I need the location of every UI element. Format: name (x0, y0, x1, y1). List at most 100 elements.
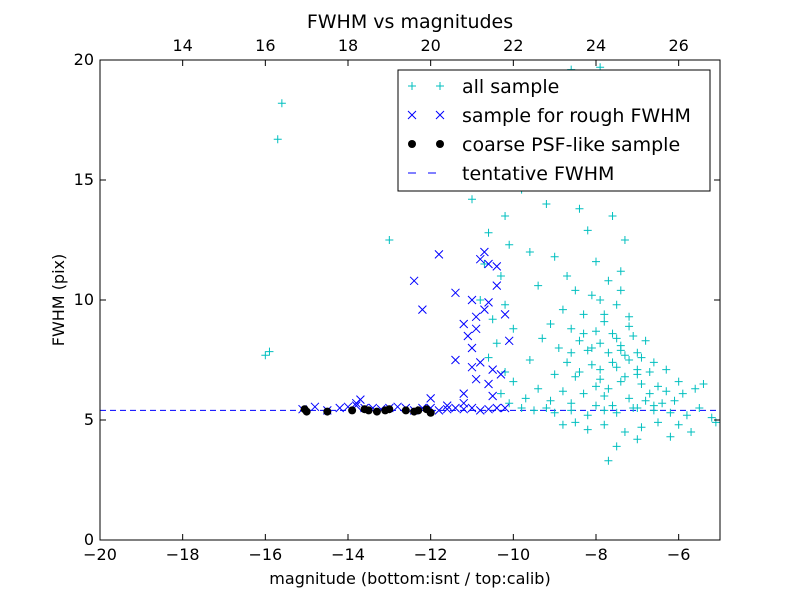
rough-sample-point (356, 395, 365, 404)
all-sample-point (592, 327, 600, 336)
all-sample-point (596, 296, 605, 304)
all-sample-point (604, 456, 613, 465)
all-sample-point (525, 356, 534, 364)
all-sample-point (542, 200, 551, 208)
all-sample-point (571, 286, 580, 295)
coarse-psf-point (372, 407, 381, 416)
all-sample-point (509, 377, 518, 386)
legend-entry-rough: sample for rough FWHM (407, 105, 691, 127)
all-sample-point (583, 226, 592, 235)
all-sample-point (625, 356, 634, 364)
rough-sample-point (459, 398, 469, 408)
all-sample-point (612, 300, 621, 309)
all-sample-point (604, 384, 613, 393)
all-sample-point (670, 396, 679, 405)
rough-sample-point (434, 250, 444, 259)
all-sample-point (662, 365, 671, 374)
all-sample-point (567, 348, 576, 357)
all-sample-point (501, 368, 510, 376)
all-sample-point (678, 389, 687, 398)
all-sample-point (563, 272, 572, 280)
all-sample-point (645, 389, 654, 398)
all-sample-point (550, 370, 559, 379)
rough-sample-point (393, 402, 402, 412)
all-sample-point (579, 310, 588, 319)
legend-label-all-sample: all sample (462, 76, 559, 98)
rough-sample-point (467, 295, 477, 305)
all-sample-point (534, 384, 543, 393)
all-sample-point (554, 344, 563, 352)
rough-sample-point (504, 336, 514, 346)
all-sample-point (587, 291, 596, 300)
all-sample-point (563, 358, 572, 367)
rough-sample-point (500, 310, 510, 319)
all-sample-point (695, 404, 704, 412)
all-sample-point (571, 418, 580, 427)
rough-sample-point (475, 358, 485, 367)
all-sample-point (501, 300, 510, 309)
all-sample-point (496, 272, 505, 280)
rough-sample-point (459, 319, 469, 329)
all-sample-point (575, 204, 584, 213)
all-sample-point (265, 347, 274, 356)
all-sample-point (546, 320, 555, 328)
chart-title: FWHM vs magnitudes (307, 11, 513, 33)
rough-sample-point (488, 391, 498, 401)
all-sample-point (596, 375, 605, 384)
all-sample-point (517, 404, 526, 412)
all-sample-point (616, 267, 625, 276)
legend-entry-fwhm: tentative FWHM (408, 163, 614, 185)
legend-sample-marker (436, 82, 444, 90)
coarse-psf-point (348, 406, 357, 415)
all-sample-point (608, 358, 617, 367)
all-sample-point (277, 99, 286, 108)
rough-sample-point (467, 403, 477, 413)
all-sample-point (649, 401, 658, 410)
all-sample-point (558, 387, 567, 396)
rough-sample-point (451, 403, 460, 413)
all-sample-point (550, 252, 559, 261)
all-sample-point (637, 423, 646, 432)
top-tick-label: 22 (503, 36, 523, 55)
all-sample-point (674, 377, 683, 386)
all-sample-point (658, 399, 667, 408)
legend-marker-circle (408, 140, 444, 148)
all-sample-point (509, 324, 518, 333)
all-sample-point (666, 432, 675, 441)
legend-sample-marker (407, 110, 417, 120)
rough-sample-point (480, 305, 489, 314)
y-tick-label: 0 (84, 530, 94, 549)
all-sample-point (604, 276, 613, 285)
all-sample-point (468, 195, 476, 204)
rough-sample-point (492, 262, 502, 271)
rough-sample-point (442, 404, 452, 414)
x-tick-label: −10 (496, 545, 530, 564)
coarse-psf-point (401, 406, 410, 415)
all-sample-point (480, 260, 489, 268)
all-sample-point (616, 286, 625, 295)
rough-sample-point (496, 370, 506, 379)
legend-label-rough: sample for rough FWHM (462, 105, 691, 127)
coarse-psf-point (426, 408, 435, 417)
legend-label-coarse: coarse PSF-like sample (462, 134, 680, 156)
all-sample-point (604, 348, 613, 357)
all-sample-point (261, 351, 270, 360)
x-tick-label: −12 (414, 545, 448, 564)
x-axis-label: magnitude (bottom:isnt / top:calib) (269, 569, 550, 588)
rough-sample-point (480, 247, 489, 257)
legend-entry-coarse: coarse PSF-like sample (408, 134, 680, 156)
all-sample-point (567, 399, 576, 408)
all-sample-point (521, 394, 530, 403)
coarse-psf-point (364, 406, 373, 415)
all-sample-point (608, 212, 617, 220)
all-sample-point (620, 236, 629, 244)
all-sample-point (550, 408, 559, 417)
all-sample-point (530, 406, 538, 415)
rough-sample-point (463, 331, 473, 341)
all-sample-point (625, 394, 634, 403)
x-tick-label: −18 (166, 545, 200, 564)
all-sample-point (662, 387, 671, 396)
rough-sample-point (475, 406, 485, 415)
all-sample-point (612, 442, 621, 451)
